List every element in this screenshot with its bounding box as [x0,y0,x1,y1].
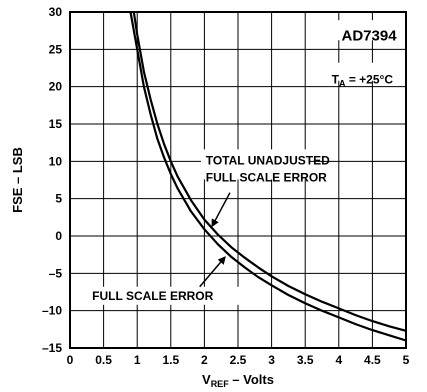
x-tick-labels: 0 0.5 1 1.5 2 2.5 3 3.5 4 4.5 5 [67,353,410,367]
y-tick-label: 25 [49,42,63,56]
y-tick-label: 10 [49,154,63,168]
y-tick-label: 5 [55,192,62,206]
y-tick-label: –10 [42,304,62,318]
annotation-total-box [201,149,309,180]
y-tick-label: 30 [49,5,63,19]
annotation-fse-line1: FULL SCALE ERROR [92,289,213,303]
x-tick-label: 2.5 [230,353,247,367]
x-tick-label: 0.5 [95,353,112,367]
y-tick-label: –15 [42,341,62,355]
x-tick-label: 4 [335,353,342,367]
x-tick-label: 1.5 [162,353,179,367]
x-tick-label: 3 [268,353,275,367]
annotation-fse-box [90,286,245,305]
y-tick-label: 15 [49,117,63,131]
annotation-total-arrow [211,192,231,228]
series-line-0 [132,11,407,332]
plot-frame [69,11,407,349]
x-tick-label: 2 [201,353,208,367]
x-tick-label: 3.5 [297,353,314,367]
annotation-total-line1: TOTAL UNADJUSTED [206,153,330,167]
condition-label: TA = +25°C [332,73,394,89]
annotation-total-line2: FULL SCALE ERROR [206,170,327,184]
title-box [332,20,404,41]
series-line-1 [129,11,407,342]
y-tick-label: 0 [55,229,62,243]
x-axis-label: VREF – Volts [202,372,274,389]
x-tick-label: 4.5 [364,353,381,367]
y-tick-label: –5 [49,266,63,280]
annotation-fse-arrow [199,256,226,288]
x-tick-label: 1 [134,353,141,367]
x-tick-label: 5 [403,353,410,367]
y-axis-label: FSE – LSB [10,147,25,213]
y-tick-labels: 30 25 20 15 10 5 0 –5 –10 –15 [42,5,62,355]
y-tick-label: 20 [49,80,63,94]
x-tick-label: 0 [67,353,74,367]
chart-title: AD7394 [342,27,398,44]
curves [129,11,407,342]
condition-box [318,62,404,81]
